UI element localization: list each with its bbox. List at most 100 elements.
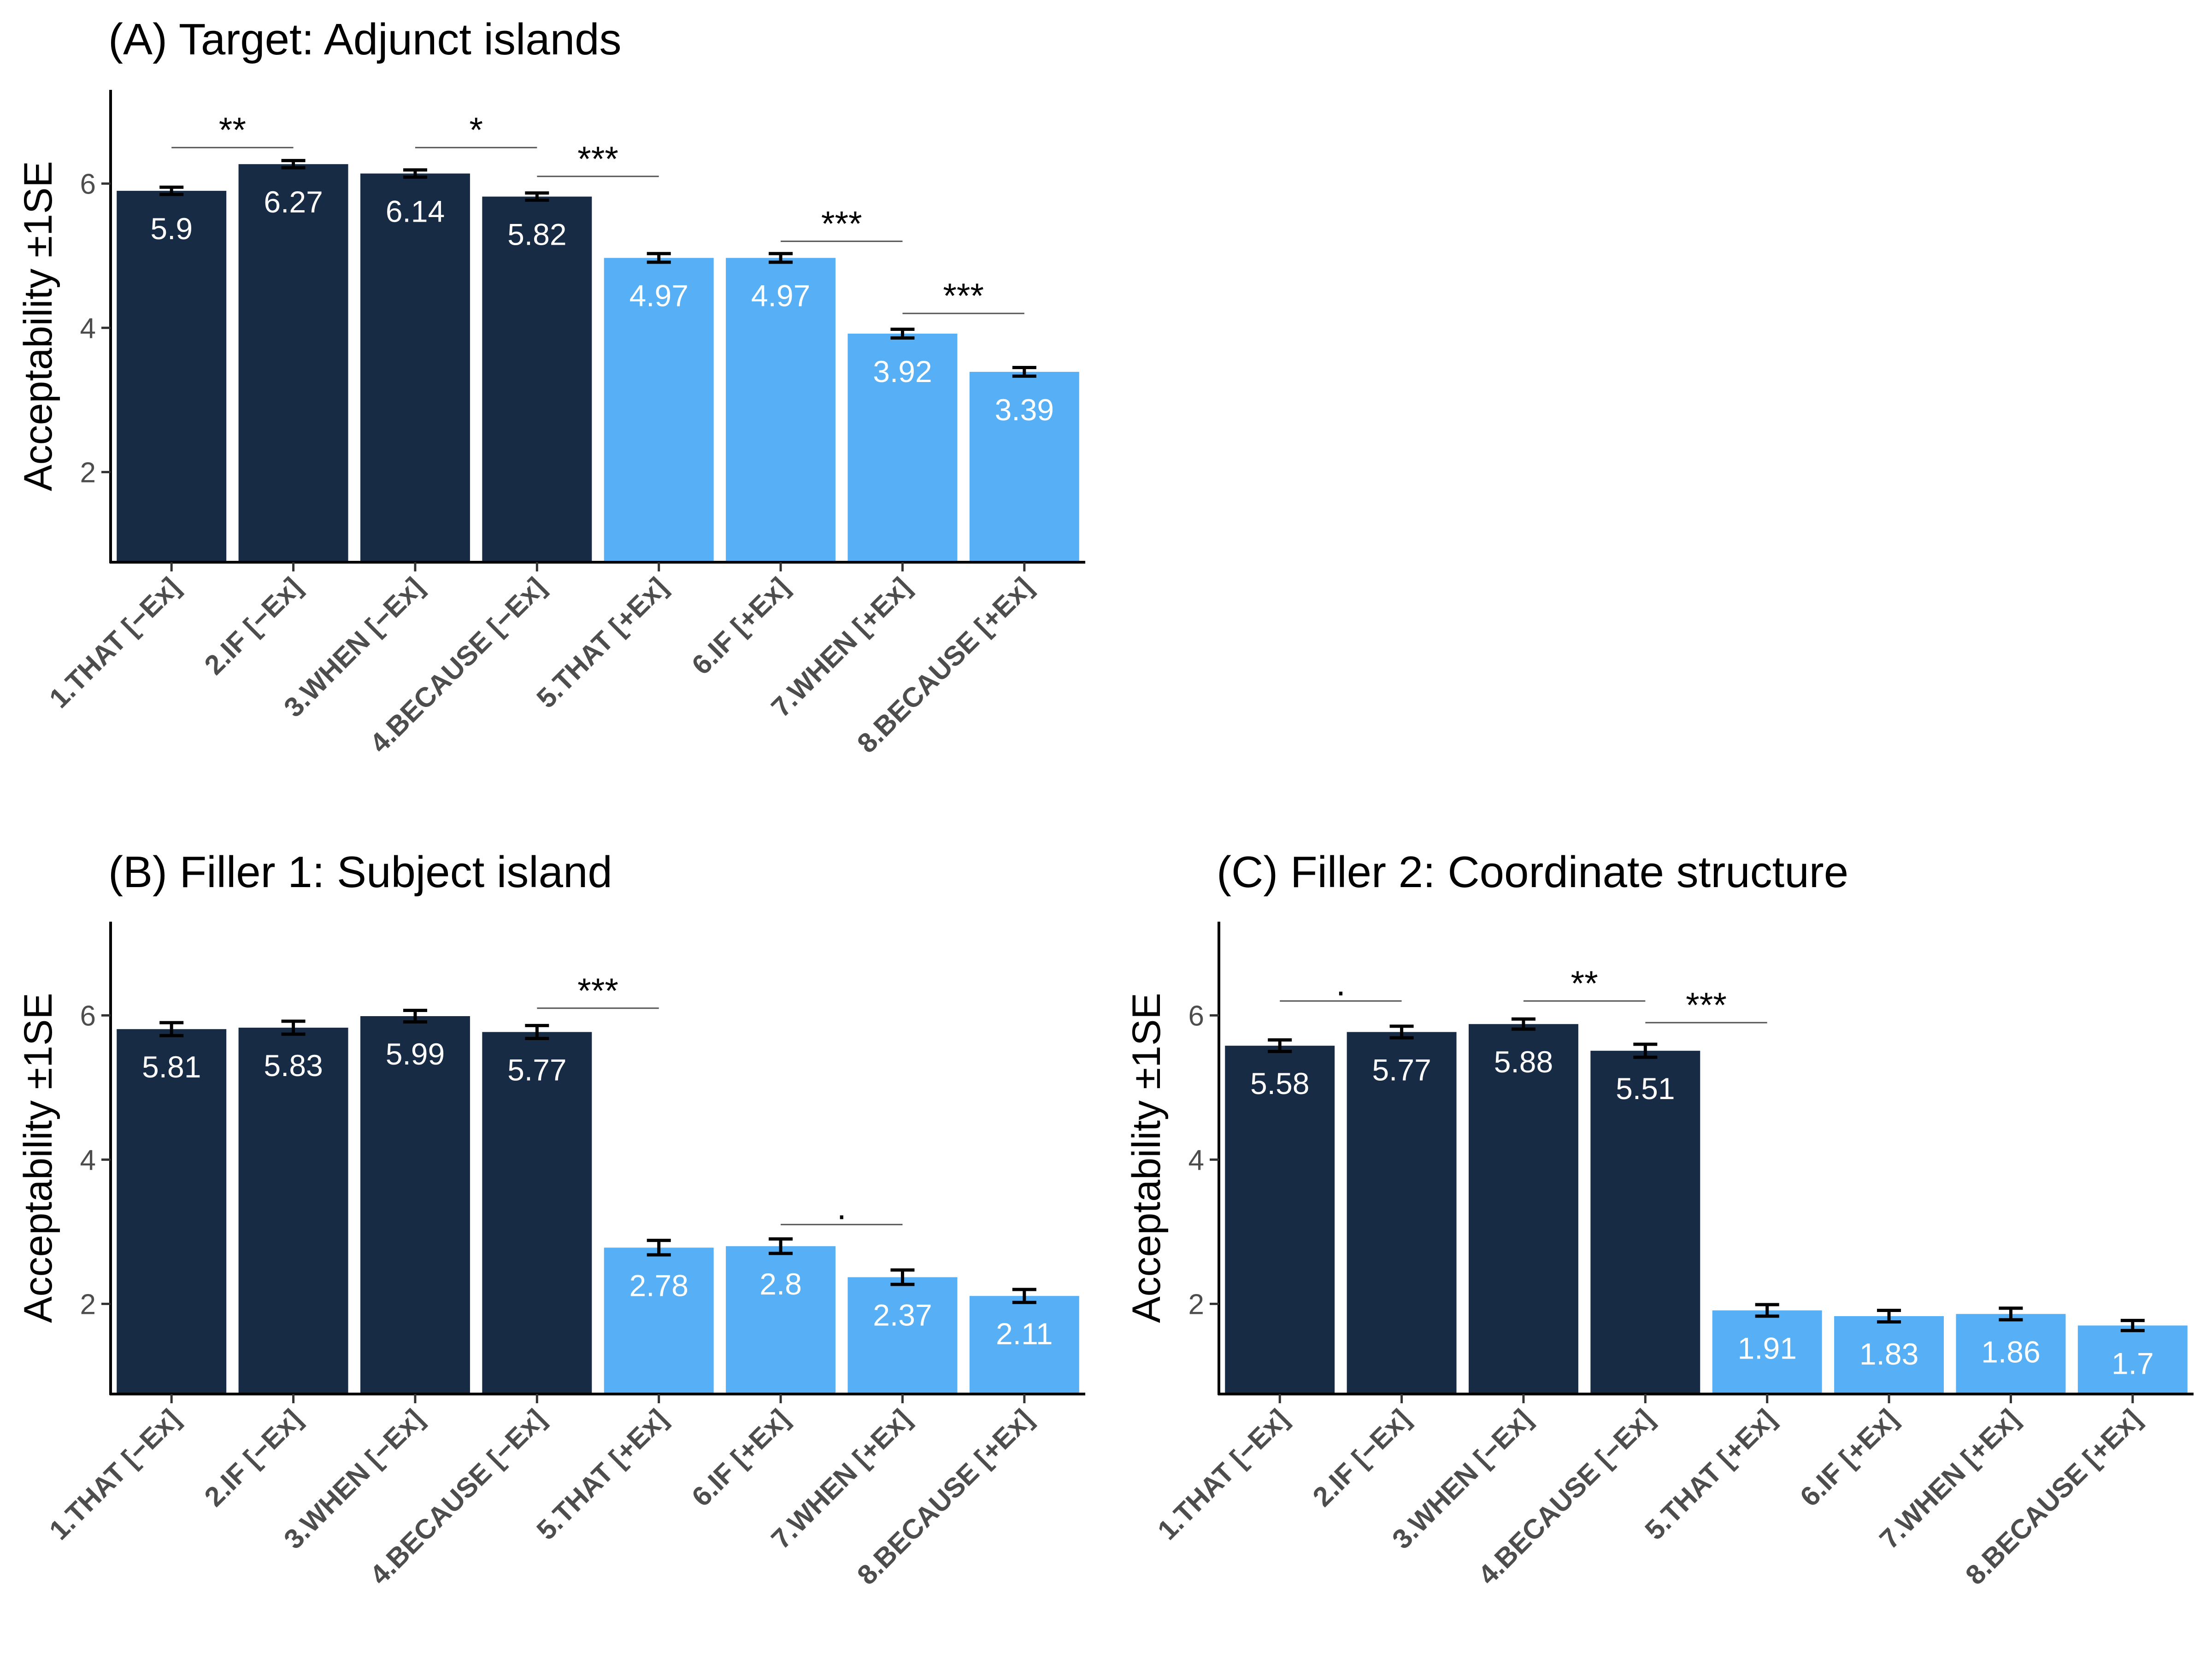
bar: [117, 1029, 227, 1394]
data-label: 5.82: [507, 218, 566, 252]
error-bar: [647, 1239, 671, 1257]
x-tick-label: 6.IF [+Ex]: [686, 1403, 795, 1512]
data-label: 5.77: [1372, 1053, 1431, 1087]
bar: [1347, 1032, 1457, 1394]
error-bar: [1633, 1042, 1658, 1059]
error-bar: [1268, 1038, 1292, 1053]
error-bar: [525, 1024, 549, 1041]
data-label: 2.8: [759, 1267, 802, 1301]
bar: [1834, 1316, 1944, 1394]
error-bar: [1877, 1308, 1901, 1324]
data-label: 1.83: [1859, 1337, 1918, 1371]
error-bar: [403, 168, 427, 179]
error-bar: [769, 252, 793, 264]
bar: [482, 196, 592, 563]
x-tick-label: 6.IF [+Ex]: [686, 571, 795, 681]
bar: [238, 164, 348, 562]
data-label: 2.11: [996, 1317, 1053, 1351]
bar: [117, 191, 227, 562]
error-bar: [1012, 1288, 1036, 1304]
bar: [482, 1032, 592, 1394]
error-bar: [2120, 1318, 2145, 1332]
y-tick-label: 4: [1188, 1144, 1204, 1176]
error-bar: [281, 1019, 306, 1036]
panel-title: (B) Filler 1: Subject island: [108, 847, 612, 897]
x-tick-label: 5.THAT [+Ex]: [530, 571, 673, 714]
bar: [969, 1296, 1079, 1394]
y-tick-label: 2: [80, 457, 96, 488]
data-label: 4.97: [629, 279, 688, 313]
bar: [238, 1028, 348, 1394]
bar: [604, 1247, 714, 1394]
error-bar: [1511, 1017, 1535, 1031]
significance-label: .: [837, 1188, 847, 1227]
panel-c: (C) Filler 2: Coordinate structure Accept…: [1124, 847, 2194, 1591]
x-tick-label: 1.THAT [−Ex]: [1152, 1403, 1294, 1546]
data-label: 5.51: [1616, 1071, 1675, 1106]
error-bar: [159, 1021, 184, 1037]
error-bar: [890, 328, 915, 340]
bar: [1712, 1310, 1822, 1394]
error-bar: [1755, 1303, 1779, 1318]
data-label: 6.14: [386, 194, 445, 229]
significance-label: ***: [577, 971, 618, 1011]
panel-b: (B) Filler 1: Subject island Acceptabilit…: [16, 847, 1085, 1591]
bar: [726, 1246, 836, 1394]
bar: [1956, 1314, 2066, 1394]
error-bar: [159, 185, 184, 196]
y-tick-label: 6: [80, 168, 96, 200]
data-label: 3.39: [995, 393, 1054, 427]
significance-label: .: [1336, 964, 1346, 1003]
error-bar: [769, 1237, 793, 1255]
x-tick-label: 2.IF [−Ex]: [199, 1403, 308, 1512]
error-bar: [1012, 365, 1036, 378]
error-bar: [1389, 1024, 1414, 1040]
y-tick-label: 2: [80, 1288, 96, 1320]
data-label: 1.91: [1737, 1331, 1796, 1365]
significance-label: *: [469, 111, 483, 150]
y-tick-label: 6: [1188, 1000, 1204, 1032]
x-tick-label: 5.THAT [+Ex]: [530, 1403, 673, 1546]
bar: [2077, 1325, 2188, 1394]
bar: [847, 333, 958, 562]
y-tick-label: 2: [1188, 1288, 1204, 1320]
error-bar: [647, 252, 671, 264]
panel-title: (C) Filler 2: Coordinate structure: [1217, 847, 1848, 897]
error-bar: [525, 191, 549, 202]
data-label: 5.9: [150, 212, 193, 246]
significance-label: **: [219, 111, 246, 150]
data-label: 5.99: [386, 1037, 445, 1071]
data-label: 5.77: [507, 1053, 566, 1087]
x-tick-label: 5.THAT [+Ex]: [1639, 1403, 1781, 1546]
bar: [847, 1277, 958, 1394]
y-axis-title: Acceptability ±1SE: [16, 993, 60, 1323]
y-axis-title: Acceptability ±1SE: [1124, 993, 1169, 1323]
bar: [1590, 1051, 1700, 1394]
y-tick-label: 4: [80, 312, 96, 344]
error-bar: [403, 1008, 427, 1024]
y-axis-title: Acceptability ±1SE: [16, 161, 60, 491]
data-label: 1.7: [2112, 1346, 2154, 1380]
data-label: 3.92: [873, 354, 932, 388]
data-label: 2.37: [873, 1298, 932, 1332]
significance-label: ***: [943, 276, 984, 316]
bar: [1468, 1024, 1578, 1394]
panel-title: (A) Target: Adjunct islands: [108, 15, 621, 64]
data-label: 5.58: [1250, 1066, 1309, 1100]
data-label: 6.27: [264, 185, 323, 219]
significance-label: **: [1571, 964, 1598, 1003]
y-tick-label: 6: [80, 1000, 96, 1032]
bar: [360, 173, 470, 562]
significance-label: ***: [1686, 986, 1727, 1025]
x-tick-label: 1.THAT [−Ex]: [43, 1403, 186, 1546]
bar: [360, 1016, 470, 1394]
error-bar: [890, 1268, 915, 1286]
x-tick-label: 2.IF [−Ex]: [199, 571, 308, 681]
significance-label: ***: [821, 205, 862, 244]
bar: [969, 371, 1079, 562]
x-tick-label: 1.THAT [−Ex]: [43, 571, 186, 714]
bar: [604, 258, 714, 562]
data-label: 5.88: [1494, 1045, 1553, 1079]
y-tick-label: 4: [80, 1144, 96, 1176]
